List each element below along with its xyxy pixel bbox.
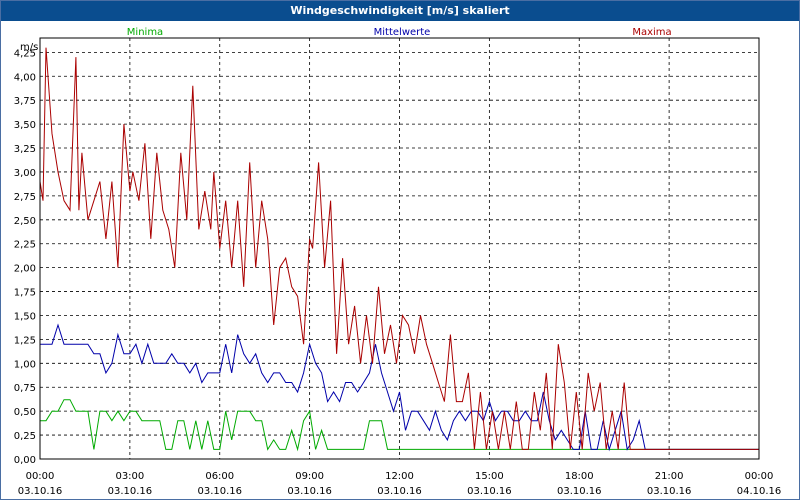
grid [40,38,759,460]
legend-maxima: Maxima [632,27,671,38]
y-tick-label: 2,00 [14,264,36,275]
y-tick-label: 0,50 [14,407,36,418]
x-tick-date: 03.10.16 [197,486,242,497]
y-tick-label: 3,75 [14,96,36,107]
series-line-mittelwerte [40,323,759,452]
x-tick-date: 03.10.16 [287,486,332,497]
y-tick-label: 1,25 [14,335,36,346]
y-tick-label: 4,25 [14,48,36,59]
y-tick-label: 0,75 [14,383,36,394]
x-tick-time: 00:00 [26,471,55,482]
x-tick-date: 03.10.16 [557,486,602,497]
y-axis-label: m/s [20,42,38,53]
x-tick-date: 03.10.16 [377,486,422,497]
x-tick-time: 09:00 [295,471,324,482]
y-tick-label: 0,25 [14,431,36,442]
x-tick-time: 12:00 [385,471,414,482]
y-tick-label: 4,00 [14,72,36,83]
x-tick-date: 03.10.16 [647,486,692,497]
plot-border [39,37,760,460]
x-tick-date: 03.10.16 [18,486,63,497]
y-tick-label: 2,50 [14,216,36,227]
x-tick-time: 06:00 [205,471,234,482]
x-tick-time: 03:00 [115,471,144,482]
series [39,47,759,452]
x-tick-date: 03.10.16 [108,486,153,497]
y-tick-label: 1,50 [14,311,36,322]
legend-mittelwerte: Mittelwerte [374,27,431,38]
x-tick-time: 21:00 [655,471,684,482]
y-tick-label: 1,75 [14,288,36,299]
legend-minima: Minima [127,27,163,38]
y-tick-label: 3,25 [14,144,36,155]
x-tick-date: 03.10.16 [467,486,512,497]
y-tick-label: 2,25 [14,240,36,251]
x-tick-time: 15:00 [475,471,504,482]
x-tick-time: 00:00 [745,471,774,482]
window-title: Windgeschwindigkeit [m/s] skaliert [1,1,799,21]
x-tick-time: 18:00 [565,471,594,482]
axes: 0,00 0,25 0,50 0,75 1,00 1,25 1,50 1,75 2,00 2,25… [14,37,782,497]
series-line-maxima [39,47,759,450]
y-tick-label: 1,00 [14,359,36,370]
y-tick-label: 3,00 [14,168,36,179]
series-line-minima [40,399,759,452]
y-tick-label: 2,75 [14,192,36,203]
y-tick-label: 3,50 [14,120,36,131]
legend: Minima Mittelwerte Maxima [127,27,672,38]
y-tick-label: 0,00 [14,455,36,466]
x-tick-date: 04.10.16 [737,486,782,497]
